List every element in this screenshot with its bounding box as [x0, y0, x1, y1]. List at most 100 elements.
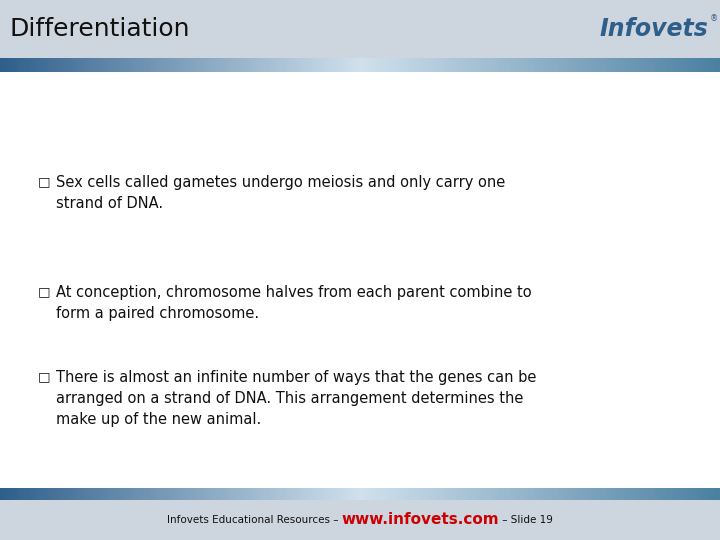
Bar	[333, 488, 336, 500]
Bar	[122, 58, 125, 72]
Bar	[703, 58, 706, 72]
Bar	[103, 488, 106, 500]
Bar	[432, 488, 434, 500]
Bar	[540, 58, 542, 72]
Bar	[295, 58, 297, 72]
Bar	[408, 58, 410, 72]
Bar	[475, 488, 477, 500]
Bar	[660, 488, 662, 500]
Bar	[418, 488, 420, 500]
Bar	[293, 488, 295, 500]
Text: www.infovets.com: www.infovets.com	[341, 512, 499, 528]
Bar	[161, 58, 163, 72]
Bar	[468, 58, 470, 72]
Bar	[96, 58, 99, 72]
Bar	[101, 488, 103, 500]
Bar	[677, 58, 679, 72]
Bar	[86, 488, 89, 500]
Bar	[379, 488, 382, 500]
Bar	[648, 58, 650, 72]
Bar	[598, 488, 600, 500]
Bar	[715, 58, 718, 72]
Bar	[585, 58, 588, 72]
Bar	[506, 58, 509, 72]
Bar	[689, 58, 691, 72]
Bar	[240, 58, 243, 72]
Bar	[0, 58, 2, 72]
Bar	[504, 58, 506, 72]
Bar	[2, 488, 5, 500]
Bar	[5, 488, 7, 500]
Bar	[509, 488, 511, 500]
Bar	[667, 488, 670, 500]
Bar	[259, 58, 261, 72]
Bar	[245, 58, 247, 72]
Bar	[302, 488, 305, 500]
Bar	[353, 488, 355, 500]
Bar	[17, 488, 19, 500]
Bar	[595, 58, 598, 72]
Bar	[89, 488, 91, 500]
Bar	[598, 58, 600, 72]
Bar	[185, 488, 187, 500]
Bar	[451, 58, 454, 72]
Bar	[511, 488, 513, 500]
Bar	[655, 58, 657, 72]
Bar	[552, 488, 554, 500]
Bar	[99, 58, 101, 72]
Bar	[437, 488, 439, 500]
Bar	[261, 58, 264, 72]
Bar	[482, 488, 485, 500]
Bar	[384, 488, 387, 500]
Bar	[492, 58, 495, 72]
Bar	[120, 58, 122, 72]
Bar	[624, 58, 626, 72]
Bar	[216, 58, 218, 72]
Bar	[535, 58, 538, 72]
Bar	[449, 58, 451, 72]
Bar	[139, 58, 142, 72]
Bar	[297, 58, 300, 72]
Bar	[430, 488, 432, 500]
Bar	[0, 488, 2, 500]
Text: – Slide 19: – Slide 19	[499, 515, 553, 525]
Bar	[362, 58, 365, 72]
Bar	[326, 58, 329, 72]
Bar	[346, 58, 348, 72]
Bar	[254, 488, 257, 500]
Bar	[45, 488, 48, 500]
Bar	[614, 488, 617, 500]
Bar	[480, 58, 482, 72]
Bar	[94, 58, 96, 72]
Bar	[199, 58, 202, 72]
Bar	[557, 488, 559, 500]
Bar	[12, 488, 14, 500]
Bar	[701, 58, 703, 72]
Bar	[533, 58, 535, 72]
Bar	[153, 488, 156, 500]
Bar	[427, 488, 430, 500]
Bar	[463, 488, 466, 500]
Bar	[307, 58, 310, 72]
Bar	[619, 488, 621, 500]
Bar	[538, 58, 540, 72]
Bar	[329, 488, 331, 500]
Bar	[14, 58, 17, 72]
Bar	[439, 488, 441, 500]
Bar	[58, 488, 60, 500]
Bar	[499, 58, 502, 72]
Bar	[250, 58, 252, 72]
Bar	[499, 488, 502, 500]
Bar	[470, 488, 473, 500]
Bar	[446, 488, 449, 500]
Bar	[89, 58, 91, 72]
Bar	[629, 58, 631, 72]
Bar	[149, 488, 151, 500]
Bar	[53, 58, 55, 72]
Bar	[274, 488, 276, 500]
Bar	[22, 58, 24, 72]
Bar	[324, 488, 326, 500]
Bar	[470, 58, 473, 72]
Bar	[341, 58, 343, 72]
Bar	[396, 58, 398, 72]
